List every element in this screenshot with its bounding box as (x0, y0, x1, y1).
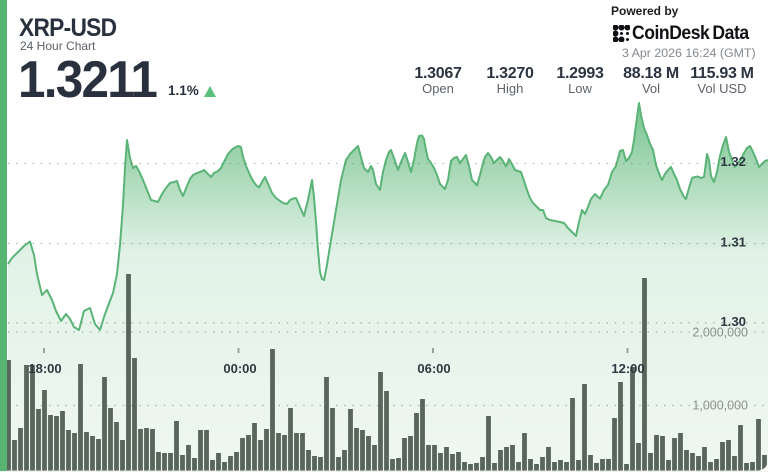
svg-text:06:00: 06:00 (417, 361, 450, 376)
svg-text:2,000,000: 2,000,000 (692, 326, 748, 340)
svg-text:1.31: 1.31 (720, 235, 746, 250)
svg-text:12:00: 12:00 (611, 361, 644, 376)
svg-text:00:00: 00:00 (223, 361, 256, 376)
svg-text:1.32: 1.32 (720, 154, 746, 169)
svg-text:1,000,000: 1,000,000 (692, 399, 748, 413)
svg-text:18:00: 18:00 (28, 361, 61, 376)
svg-text:1.30: 1.30 (720, 314, 746, 329)
